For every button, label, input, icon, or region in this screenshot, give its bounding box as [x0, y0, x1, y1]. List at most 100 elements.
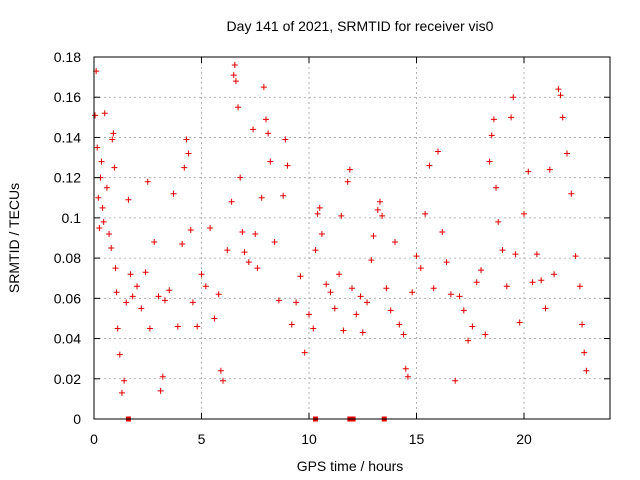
y-tick-label: 0.02	[54, 371, 81, 387]
data-point	[239, 228, 246, 235]
x-tick-label: 10	[301, 431, 317, 447]
data-point	[426, 162, 433, 169]
data-point	[374, 206, 381, 213]
data-point	[344, 178, 351, 185]
data-point	[557, 92, 564, 99]
x-tick-label: 15	[409, 431, 425, 447]
data-point	[211, 315, 218, 322]
data-point	[460, 307, 467, 314]
y-tick-label: 0.18	[54, 49, 81, 65]
data-point	[113, 289, 120, 296]
data-point	[189, 299, 196, 306]
data-point	[422, 210, 429, 217]
y-tick-label: 0.04	[54, 331, 81, 347]
data-point	[235, 104, 242, 111]
data-point	[99, 204, 106, 211]
y-tick-label: 0	[73, 411, 81, 427]
data-point	[400, 331, 407, 338]
data-point	[151, 239, 158, 246]
data-point	[142, 269, 149, 276]
data-point	[538, 277, 545, 284]
data-point	[583, 367, 590, 374]
data-point	[482, 331, 489, 338]
data-point	[118, 389, 125, 396]
data-point	[297, 273, 304, 280]
data-point	[237, 174, 244, 181]
data-point	[220, 377, 226, 384]
data-point	[109, 136, 116, 143]
data-point	[245, 259, 252, 266]
data-point	[170, 190, 177, 197]
data-point	[364, 299, 371, 306]
data-point	[258, 194, 265, 201]
data-point	[146, 325, 153, 332]
data-point	[275, 297, 282, 304]
data-point	[181, 164, 188, 171]
data-series	[92, 62, 590, 422]
data-point	[174, 323, 181, 330]
data-point	[452, 377, 459, 384]
data-point	[499, 247, 506, 254]
data-point	[252, 230, 259, 237]
x-tick-label: 0	[90, 431, 98, 447]
data-point	[568, 190, 575, 197]
data-point	[231, 62, 238, 69]
x-tick-label: 5	[198, 431, 206, 447]
data-point	[263, 116, 269, 123]
plot-frame	[93, 56, 611, 420]
data-point	[116, 351, 123, 358]
data-point	[288, 321, 295, 328]
data-point	[312, 247, 319, 254]
data-point	[310, 325, 317, 332]
data-point	[516, 319, 523, 326]
data-point	[138, 305, 145, 312]
data-point	[387, 307, 394, 314]
data-point	[435, 148, 441, 155]
data-point	[346, 166, 353, 173]
data-point	[357, 293, 364, 300]
data-point	[230, 72, 237, 79]
grid	[94, 57, 610, 419]
data-point	[108, 245, 115, 252]
y-tick-label: 0.16	[54, 89, 81, 105]
data-point	[179, 241, 186, 248]
data-point	[100, 218, 107, 225]
data-point	[314, 210, 321, 217]
data-point	[121, 377, 128, 384]
data-point	[183, 136, 190, 143]
data-point	[114, 325, 121, 332]
data-point	[551, 271, 558, 278]
data-point	[254, 265, 261, 272]
data-point	[112, 265, 119, 272]
data-point	[267, 158, 274, 165]
data-point	[529, 279, 536, 286]
data-point	[265, 130, 272, 137]
data-point	[579, 321, 586, 328]
data-point	[370, 232, 377, 239]
data-point	[134, 283, 140, 290]
x-axis-label: GPS time / hours	[297, 458, 404, 474]
data-point	[465, 337, 472, 344]
data-point	[129, 293, 136, 300]
axes: 0 0.02 0.04 0.06 0.08 0.1 0.12 0.14 0.16 0.18 0 5 10…	[54, 49, 611, 447]
data-point	[187, 226, 194, 233]
data-point	[404, 373, 411, 380]
data-point	[525, 168, 532, 175]
data-point	[336, 271, 343, 278]
data-point	[379, 212, 386, 219]
data-point	[271, 239, 278, 246]
data-point	[542, 305, 549, 312]
data-point	[92, 112, 99, 119]
y-tick-label: 0.08	[54, 250, 81, 266]
data-point	[340, 327, 347, 334]
data-point	[198, 271, 205, 278]
data-point	[473, 279, 480, 286]
x-tick-label: 20	[516, 431, 532, 447]
data-point	[546, 166, 553, 173]
data-point	[316, 204, 323, 211]
data-point	[376, 198, 383, 205]
data-point	[409, 289, 416, 296]
data-point	[402, 365, 409, 372]
chart-title: Day 141 of 2021, SRMTID for receiver vis…	[227, 18, 494, 34]
